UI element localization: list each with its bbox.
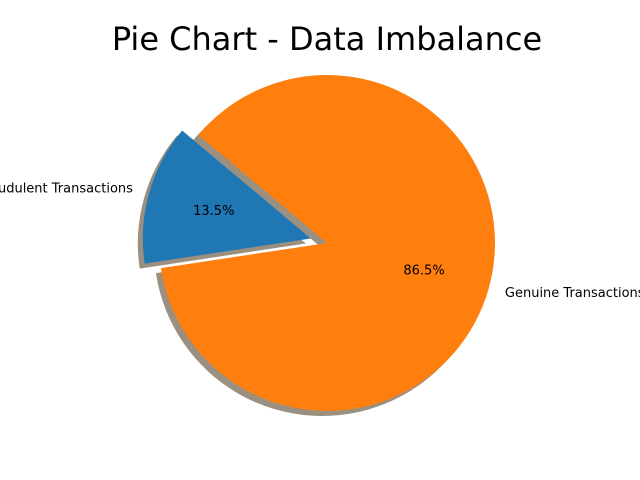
pie-slices [142, 74, 496, 412]
slice-pct-genuine-transactions: 86.5% [403, 263, 444, 278]
slice-labels: Fraudulent Transactions 13.5% Genuine Tran… [0, 181, 640, 301]
slice-label-fraudulent-transactions: Fraudulent Transactions [0, 181, 133, 196]
slice-pct-fraudulent-transactions: 13.5% [193, 204, 234, 219]
slice-label-genuine-transactions: Genuine Transactions [505, 286, 640, 301]
pie-slice-fraudulent-transactions [142, 130, 311, 264]
pie-slice-genuine-transactions [160, 74, 496, 412]
chart-title: Pie Chart - Data Imbalance [112, 20, 542, 58]
